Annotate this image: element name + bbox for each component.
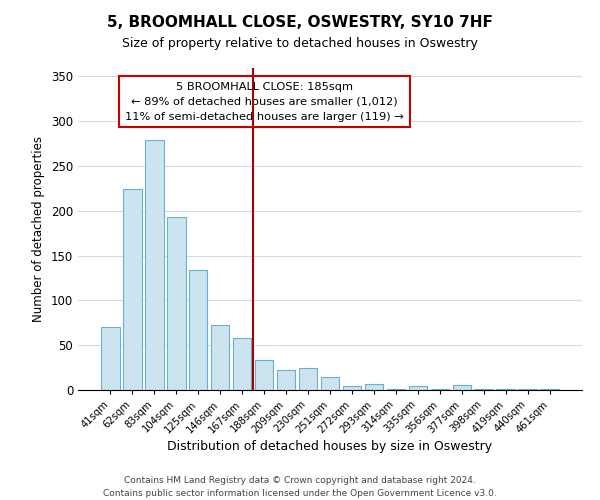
- Bar: [167, 217, 185, 390]
- Y-axis label: Number of detached properties: Number of detached properties: [32, 136, 46, 322]
- Bar: [101, 328, 119, 390]
- Bar: [277, 370, 295, 390]
- Bar: [189, 270, 208, 390]
- Bar: [299, 368, 317, 390]
- Bar: [343, 386, 361, 390]
- Text: Contains HM Land Registry data © Crown copyright and database right 2024.
Contai: Contains HM Land Registry data © Crown c…: [103, 476, 497, 498]
- Bar: [233, 338, 251, 390]
- Text: Size of property relative to detached houses in Oswestry: Size of property relative to detached ho…: [122, 38, 478, 51]
- Bar: [145, 140, 164, 390]
- Bar: [123, 190, 142, 390]
- Bar: [475, 389, 493, 390]
- Text: 5 BROOMHALL CLOSE: 185sqm
← 89% of detached houses are smaller (1,012)
11% of se: 5 BROOMHALL CLOSE: 185sqm ← 89% of detac…: [125, 82, 404, 122]
- Bar: [496, 389, 515, 390]
- Bar: [211, 324, 229, 390]
- Bar: [431, 389, 449, 390]
- Bar: [386, 389, 405, 390]
- X-axis label: Distribution of detached houses by size in Oswestry: Distribution of detached houses by size …: [167, 440, 493, 453]
- Bar: [365, 384, 383, 390]
- Bar: [452, 384, 471, 390]
- Bar: [320, 376, 340, 390]
- Bar: [541, 389, 559, 390]
- Bar: [518, 389, 537, 390]
- Bar: [255, 360, 274, 390]
- Text: 5, BROOMHALL CLOSE, OSWESTRY, SY10 7HF: 5, BROOMHALL CLOSE, OSWESTRY, SY10 7HF: [107, 15, 493, 30]
- Bar: [409, 386, 427, 390]
